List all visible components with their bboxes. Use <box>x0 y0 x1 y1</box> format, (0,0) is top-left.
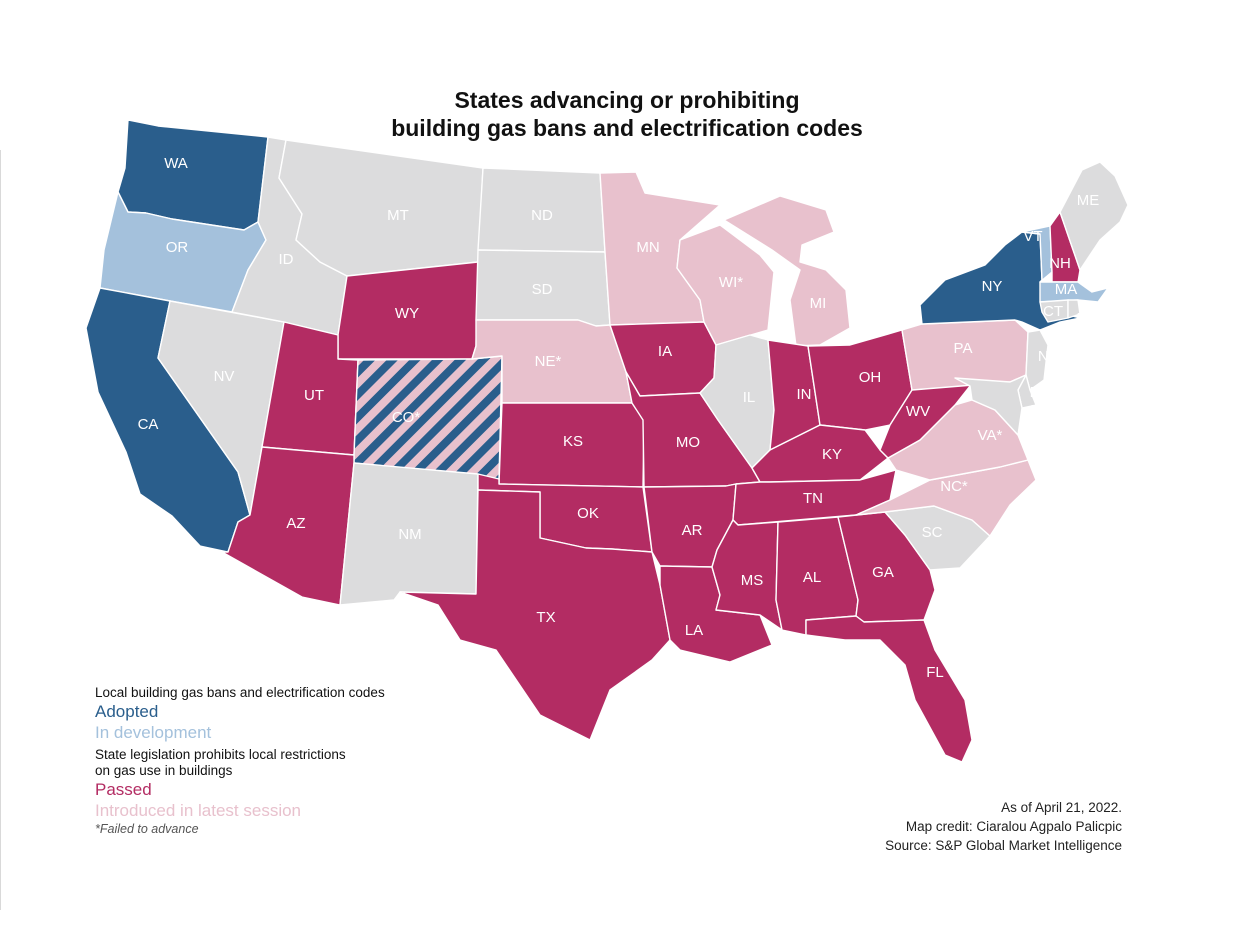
state-label-wy: WY <box>395 305 419 322</box>
state-label-ri: RI <box>1077 310 1092 327</box>
state-label-nh: NH <box>1049 255 1071 272</box>
state-co <box>353 355 503 480</box>
state-tx <box>399 489 671 741</box>
state-label-id: ID <box>279 251 294 268</box>
state-label-ia: IA <box>658 343 672 360</box>
source-note: Source: S&P Global Market Intelligence <box>885 838 1122 853</box>
state-label-pa: PA <box>954 340 973 357</box>
state-label-tn: TN <box>803 490 823 507</box>
legend-footnote: *Failed to advance <box>95 822 199 836</box>
state-label-fl: FL <box>926 664 944 681</box>
legend-in-development: In development <box>95 723 212 742</box>
map-title-line-1: States advancing or prohibiting <box>454 87 800 113</box>
state-label-nc: NC* <box>940 478 968 495</box>
state-az <box>221 446 355 606</box>
state-label-ma: MA <box>1055 281 1078 298</box>
legend-introduced: Introduced in latest session <box>95 801 302 820</box>
state-label-az: AZ <box>286 515 305 532</box>
state-label-de: DE <box>1030 384 1051 401</box>
state-label-co: CO* <box>392 409 421 426</box>
state-label-ga: GA <box>872 564 894 581</box>
state-label-me: ME <box>1077 192 1100 209</box>
state-label-ky: KY <box>822 446 842 463</box>
map-credit: Map credit: Ciaralou Agpalo Palicpic <box>905 819 1122 834</box>
credits-block: As of April 21, 2022. Map credit: Ciaral… <box>885 798 1122 855</box>
state-label-ut: UT <box>304 387 324 404</box>
legend-state-heading-line-2: on gas use in buildings <box>95 763 233 778</box>
state-label-la: LA <box>685 622 703 639</box>
state-label-ok: OK <box>577 505 599 522</box>
state-label-nd: ND <box>531 207 553 224</box>
state-label-va: VA* <box>978 427 1003 444</box>
state-fl <box>805 615 973 763</box>
map-title-line-2: building gas bans and electrification co… <box>391 115 863 141</box>
states-layer <box>85 119 1129 763</box>
state-label-al: AL <box>803 569 821 586</box>
state-label-mn: MN <box>636 239 659 256</box>
legend-state-heading-line-1: State legislation prohibits local restri… <box>95 747 346 762</box>
state-label-nm: NM <box>398 526 421 543</box>
state-label-nj: NJ <box>1038 348 1056 365</box>
state-md <box>954 374 1027 436</box>
state-ri <box>1067 299 1081 319</box>
state-label-ar: AR <box>682 522 703 539</box>
state-label-ks: KS <box>563 433 583 450</box>
state-mi <box>723 195 851 347</box>
state-label-tx: TX <box>536 609 555 626</box>
state-label-ct: CT <box>1043 303 1063 320</box>
legend-adopted: Adopted <box>95 702 159 721</box>
state-label-sd: SD <box>532 281 553 298</box>
state-label-vt: VT <box>1023 228 1042 245</box>
legend-passed: Passed <box>95 780 152 799</box>
state-label-ms: MS <box>741 572 764 589</box>
map-legend: Local building gas bans and electrificat… <box>95 685 515 837</box>
state-label-in: IN <box>797 386 812 403</box>
left-border-rule <box>0 150 1 910</box>
state-label-md: MD <box>1030 402 1053 419</box>
state-label-or: OR <box>166 239 189 256</box>
state-labels-layer: WA OR CA NV ID MT WY UT CO* AZ NM ND SD … <box>138 155 1100 681</box>
state-label-ca: CA <box>138 416 159 433</box>
state-label-sc: SC <box>922 524 943 541</box>
state-label-wi: WI* <box>719 274 743 291</box>
state-label-nv: NV <box>214 368 235 385</box>
state-label-mo: MO <box>676 434 700 451</box>
legend-local-heading: Local building gas bans and electrificat… <box>95 685 385 700</box>
state-label-wa: WA <box>164 155 188 172</box>
state-label-ny: NY <box>982 278 1003 295</box>
state-label-mt: MT <box>387 207 409 224</box>
state-label-ne: NE* <box>535 353 562 370</box>
state-me <box>1059 161 1129 271</box>
state-label-il: IL <box>743 389 756 406</box>
state-label-wv: WV <box>906 403 930 420</box>
map-title: States advancing or prohibiting building… <box>0 86 1254 142</box>
state-label-oh: OH <box>859 369 882 386</box>
state-label-mi: MI <box>810 295 827 312</box>
state-ct <box>1039 299 1069 323</box>
as-of-date: As of April 21, 2022. <box>1001 800 1122 815</box>
